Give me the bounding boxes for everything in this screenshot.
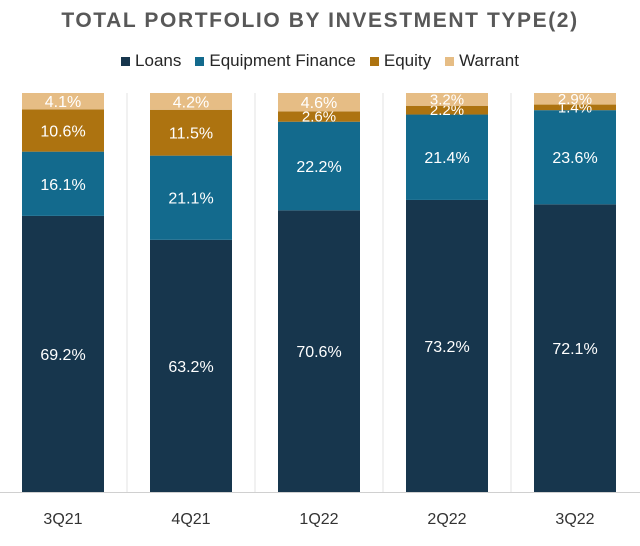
data-label-warrant-3q21: 4.1% bbox=[45, 94, 81, 111]
bar-segment-loans-1q22 bbox=[278, 210, 360, 492]
bar-segment-equity-1q22 bbox=[278, 111, 360, 122]
legend-item-warrant: Warrant bbox=[445, 51, 519, 71]
x-tick-label-4q21: 4Q21 bbox=[171, 511, 210, 528]
bar-segment-warrant-3q22 bbox=[534, 93, 616, 105]
bar-segment-loans-2q22 bbox=[406, 199, 488, 492]
bar-segment-equity-3q21 bbox=[22, 109, 104, 152]
bar-segment-loans-3q22 bbox=[534, 204, 616, 493]
legend-label-loans: Loans bbox=[135, 51, 182, 70]
bar-segment-equipment-finance-3q21 bbox=[22, 151, 104, 216]
legend-item-loans: Loans bbox=[121, 51, 181, 71]
bar-segment-equity-4q21 bbox=[150, 109, 232, 156]
data-label-loans-3q21: 69.2% bbox=[40, 347, 85, 364]
data-label-equipment-finance-3q22: 23.6% bbox=[552, 150, 597, 167]
data-label-equipment-finance-2q22: 21.4% bbox=[424, 150, 469, 167]
bar-segment-warrant-2q22 bbox=[406, 93, 488, 106]
x-tick-label-3q21: 3Q21 bbox=[43, 511, 82, 528]
legend-swatch-equity bbox=[369, 56, 379, 66]
legend-item-equipment-finance: Equipment Finance bbox=[195, 51, 356, 71]
data-label-loans-3q22: 72.1% bbox=[552, 341, 597, 358]
bar-segment-equity-3q22 bbox=[534, 104, 616, 111]
bar-segment-equipment-finance-1q22 bbox=[278, 121, 360, 211]
bar-segment-equipment-finance-3q22 bbox=[534, 110, 616, 205]
legend-label-equipment-finance: Equipment Finance bbox=[209, 51, 356, 70]
data-label-warrant-3q22: 2.9% bbox=[558, 91, 592, 108]
legend-item-equity: Equity bbox=[369, 51, 432, 71]
x-tick-label-2q22: 2Q22 bbox=[427, 511, 466, 528]
data-label-warrant-1q22: 4.6% bbox=[301, 95, 337, 112]
x-tick-label-3q22: 3Q22 bbox=[555, 511, 594, 528]
data-label-warrant-4q21: 4.2% bbox=[173, 94, 209, 111]
data-label-loans-4q21: 63.2% bbox=[168, 359, 213, 376]
data-label-loans-2q22: 73.2% bbox=[424, 339, 469, 356]
bar-segment-warrant-1q22 bbox=[278, 93, 360, 112]
legend-swatch-equipment-finance bbox=[195, 56, 205, 66]
data-label-equity-1q22: 2.6% bbox=[302, 109, 336, 126]
data-label-warrant-2q22: 3.2% bbox=[430, 91, 464, 108]
legend: Loans Equipment Finance Equity Warrant bbox=[0, 51, 640, 71]
data-label-equipment-finance-3q21: 16.1% bbox=[40, 177, 85, 194]
bar-segment-loans-3q21 bbox=[22, 215, 104, 492]
data-label-equipment-finance-1q22: 22.2% bbox=[296, 159, 341, 176]
data-label-equity-3q21: 10.6% bbox=[40, 124, 85, 141]
data-label-loans-1q22: 70.6% bbox=[296, 344, 341, 361]
bar-segment-loans-4q21 bbox=[150, 239, 232, 492]
legend-label-warrant: Warrant bbox=[459, 51, 519, 70]
data-label-equity-4q21: 11.5% bbox=[169, 126, 213, 143]
bar-segment-equipment-finance-4q21 bbox=[150, 155, 232, 240]
legend-swatch-loans bbox=[121, 56, 131, 66]
legend-label-equity: Equity bbox=[383, 51, 432, 70]
x-tick-label-1q22: 1Q22 bbox=[299, 511, 338, 528]
bar-segment-equipment-finance-2q22 bbox=[406, 114, 488, 200]
bar-segment-warrant-4q21 bbox=[150, 93, 232, 110]
data-label-equipment-finance-4q21: 21.1% bbox=[168, 191, 213, 208]
chart-title: TOTAL PORTFOLIO BY INVESTMENT TYPE(2) bbox=[61, 9, 579, 32]
legend-swatch-warrant bbox=[445, 56, 455, 66]
bar-segment-equity-2q22 bbox=[406, 105, 488, 115]
data-label-equity-2q22: 2.2% bbox=[430, 102, 464, 119]
bar-segment-warrant-3q21 bbox=[22, 93, 104, 110]
